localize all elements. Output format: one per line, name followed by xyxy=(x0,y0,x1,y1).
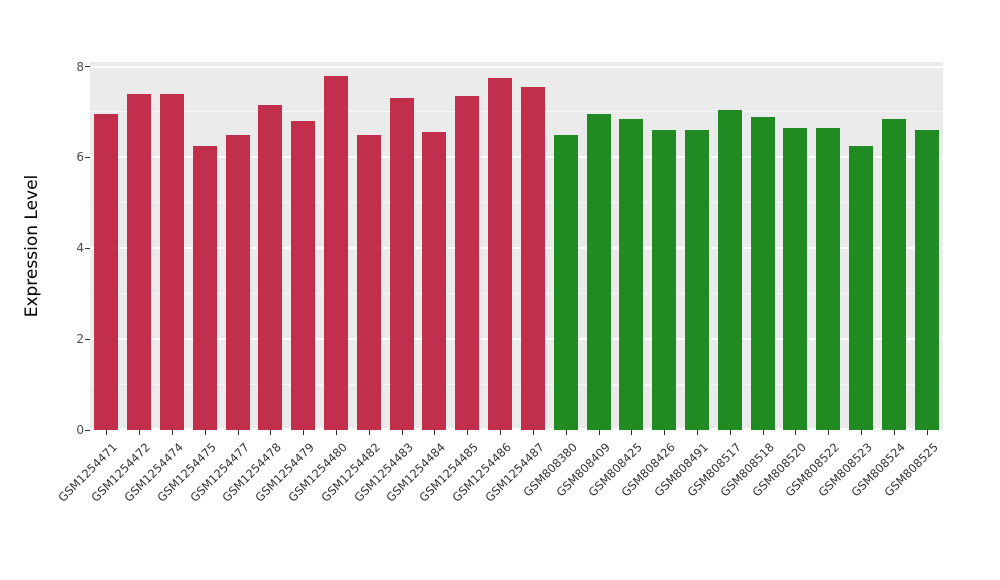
bar xyxy=(127,93,151,430)
bar xyxy=(258,105,282,430)
x-tick-mark xyxy=(763,430,764,435)
bar xyxy=(291,121,315,430)
x-tick-mark xyxy=(303,430,304,435)
x-tick-mark xyxy=(697,430,698,435)
gridline-major xyxy=(90,428,943,430)
x-tick-mark xyxy=(894,430,895,435)
x-tick-mark xyxy=(106,430,107,435)
bar xyxy=(193,146,217,430)
gridline-minor xyxy=(90,384,943,386)
x-tick-mark xyxy=(631,430,632,435)
bar xyxy=(718,109,742,430)
bar xyxy=(390,98,414,430)
y-tick-mark xyxy=(85,156,90,158)
y-tick-mark xyxy=(85,429,90,431)
y-tick-mark xyxy=(85,247,90,249)
x-tick-mark xyxy=(795,430,796,435)
x-tick-mark xyxy=(139,430,140,435)
bar xyxy=(849,146,873,430)
y-tick-label: 8 xyxy=(76,59,84,74)
y-tick-label: 0 xyxy=(76,423,84,437)
gridline-major xyxy=(90,338,943,341)
x-tick-mark xyxy=(566,430,567,435)
x-tick-mark xyxy=(533,430,534,435)
bar xyxy=(521,87,545,430)
x-tick-mark xyxy=(664,430,665,435)
plot-panel xyxy=(90,62,943,430)
gridline-minor xyxy=(90,202,943,204)
x-tick-mark xyxy=(270,430,271,435)
bar xyxy=(619,118,643,430)
bar xyxy=(160,93,184,430)
bar xyxy=(455,96,479,430)
y-tick-mark xyxy=(85,66,90,68)
x-tick-mark xyxy=(599,430,600,435)
x-tick-mark xyxy=(828,430,829,435)
gridline-major xyxy=(90,156,943,159)
x-tick-mark xyxy=(172,430,173,435)
gridline-minor xyxy=(90,293,943,295)
bar xyxy=(587,114,611,430)
bar xyxy=(94,114,118,430)
bar xyxy=(226,134,250,430)
bar xyxy=(324,75,348,430)
y-tick-label: 2 xyxy=(76,332,84,347)
bar xyxy=(422,132,446,430)
x-tick-mark xyxy=(927,430,928,435)
x-tick-mark xyxy=(205,430,206,435)
bar xyxy=(554,134,578,430)
bar xyxy=(915,130,939,430)
x-tick-mark xyxy=(861,430,862,435)
x-tick-mark xyxy=(402,430,403,435)
gridline-major xyxy=(90,247,943,250)
x-tick-mark xyxy=(500,430,501,435)
x-tick-mark xyxy=(238,430,239,435)
gridline-major xyxy=(90,65,943,68)
x-tick-mark xyxy=(434,430,435,435)
bar xyxy=(685,130,709,430)
bar xyxy=(357,134,381,430)
bar xyxy=(783,127,807,430)
bar xyxy=(816,127,840,430)
y-tick-label: 6 xyxy=(76,150,84,165)
bar xyxy=(488,77,512,430)
bar xyxy=(882,118,906,430)
x-tick-mark xyxy=(730,430,731,435)
x-tick-mark xyxy=(336,430,337,435)
y-tick-mark xyxy=(85,338,90,340)
bar xyxy=(751,116,775,430)
y-tick-label: 4 xyxy=(76,241,84,256)
x-tick-mark xyxy=(467,430,468,435)
bar xyxy=(652,130,676,430)
x-tick-mark xyxy=(369,430,370,435)
gridline-minor xyxy=(90,111,943,113)
